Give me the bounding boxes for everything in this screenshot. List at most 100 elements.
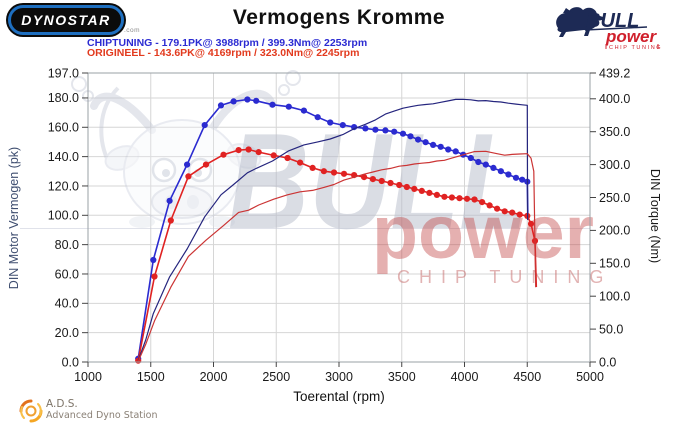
origineel-torque-marker: [396, 181, 403, 189]
bull-logo-icon: [556, 7, 605, 33]
bull-tail-curl: [99, 86, 120, 170]
bull-logo-leg: [559, 31, 566, 37]
chiptuning-torque-marker: [382, 127, 389, 134]
origineel-torque-marker: [441, 193, 448, 200]
origineel-torque-marker: [185, 173, 192, 180]
origineel-torque-marker: [471, 196, 478, 203]
origineel-torque-marker: [245, 146, 252, 153]
axis-layer: 197.0 180.0 160.0 140.0 120.0 100.0 80.0 60.0 40…: [48, 66, 631, 384]
legend-chiptuning: CHIPTUNING - 179.1PK@ 3988rpm / 399.3Nm@…: [87, 37, 368, 49]
y-tick-label-right: 200.0: [599, 224, 630, 238]
chiptuning-torque-marker: [217, 102, 225, 109]
bull-horn-left: [90, 92, 156, 134]
y-tick-label-right: 350.0: [599, 125, 630, 139]
chiptuning-power-curve: [137, 98, 529, 361]
origineel-torque-marker: [167, 217, 174, 224]
x-tick-label: 2500: [262, 370, 290, 384]
bull-eye-left: [151, 157, 177, 183]
x-tick-label: 3000: [325, 370, 353, 384]
chart-legend: CHIPTUNING - 179.1PK@ 3988rpm / 399.3Nm@…: [87, 37, 368, 59]
origineel-torque-marker: [378, 177, 385, 185]
chiptuning-torque-marker: [452, 148, 459, 155]
ads-subtitle: Advanced Dyno Station: [46, 410, 158, 421]
chiptuning-torque-marker: [490, 164, 497, 171]
y-tick-label-right: 100.0: [599, 289, 630, 303]
origineel-torque-marker: [297, 159, 304, 166]
chiptuning-torque-marker: [339, 122, 346, 129]
y-tick-label-right: 250.0: [599, 191, 630, 205]
chiptuning-torque-marker: [269, 101, 276, 108]
bullpower-logo-tagline: CHIP TUNING: [609, 45, 662, 51]
origineel-torque-marker: [494, 205, 501, 212]
y-tick-label-right: 0.0: [599, 355, 616, 369]
bull-pupil-left: [162, 169, 170, 177]
chiptuning-torque-marker: [244, 96, 251, 103]
y-tick-label-left: 40.0: [55, 297, 79, 311]
chiptuning-torque-marker: [150, 256, 157, 264]
y-tick-label-left: 160.0: [48, 121, 79, 135]
origineel-torque-marker: [151, 273, 158, 280]
y-tick-label-left: 120.0: [48, 179, 79, 193]
smoke-puff-icon: [71, 76, 87, 92]
chiptuning-torque-marker: [253, 97, 260, 104]
watermark-tagline-text: CHIP TUNING: [397, 267, 612, 287]
y-tick-label-right: 300.0: [599, 158, 630, 172]
dynostar-logo-text: DYNOSTAR: [21, 12, 111, 28]
chiptuning-torque-marker: [300, 107, 307, 114]
origineel-power-curve: [137, 150, 537, 362]
origineel-torque-marker: [220, 151, 227, 158]
ads-title: A.D.S.: [46, 398, 78, 410]
chiptuning-torque-marker: [391, 128, 398, 135]
chiptuning-torque-marker: [362, 125, 369, 132]
ads-logo-icon: [19, 399, 43, 423]
bullpower-logo-swoosh: [584, 26, 648, 31]
origineel-torque-marker: [284, 154, 291, 162]
x-tick-label: 1000: [74, 370, 102, 384]
y-tick-label-right: 150.0: [599, 257, 630, 271]
origineel-torque-marker: [516, 211, 523, 218]
origineel-torque-marker: [403, 183, 410, 191]
chiptuning-torque-marker: [505, 171, 512, 178]
grid-layer: [88, 73, 590, 362]
bullpower-logo: BULL power CHIP TUNING: [556, 7, 662, 51]
chiptuning-torque-marker: [166, 197, 173, 204]
origineel-torque-marker: [411, 185, 418, 192]
chiptuning-torque-marker: [201, 122, 208, 129]
origineel-torque-marker: [309, 164, 316, 171]
origineel-torque-marker: [255, 149, 262, 156]
origineel-torque-marker: [340, 170, 348, 177]
chiptuning-torque-marker: [512, 174, 520, 181]
origineel-torque-marker: [509, 209, 516, 216]
y-tick-label-right: 439.2: [599, 66, 630, 80]
chiptuning-torque-marker: [467, 154, 474, 162]
bullpower-logo-name: BULL: [586, 10, 639, 32]
x-tick-label: 4500: [513, 370, 541, 384]
y-tick-label-left: 140.0: [48, 150, 79, 164]
bull-ear-left: [104, 145, 140, 171]
legend-origineel: ORIGINEEL - 143.6PK@ 4169rpm / 323.0Nm@ …: [87, 47, 360, 59]
chiptuning-torque-marker: [437, 143, 444, 150]
bull-hoof-left: [129, 216, 155, 228]
smoke-puff-icon: [278, 84, 290, 96]
x-tick-label: 4000: [451, 370, 479, 384]
x-tick-label: 3500: [388, 370, 416, 384]
chiptuning-torque-marker: [415, 136, 422, 143]
y-tick-label-left: 100.0: [48, 209, 79, 223]
chiptuning-torque-marker: [285, 103, 292, 110]
chiptuning-torque-marker: [475, 158, 482, 166]
origineel-torque-marker: [456, 195, 463, 202]
dynostar-logo: DYNOSTAR: [8, 5, 124, 35]
y-tick-label-right: 50.0: [599, 322, 623, 336]
bull-head: [123, 119, 241, 225]
dynostar-logo-suffix: .com: [124, 27, 141, 34]
origineel-torque-marker: [501, 208, 508, 215]
x-tick-label: 1500: [137, 370, 165, 384]
chiptuning-torque-marker: [184, 161, 191, 168]
chiptuning-torque-marker: [422, 139, 429, 146]
chiptuning-torque-marker: [407, 133, 414, 140]
origineel-torque-marker: [486, 202, 493, 209]
y-tick-label-left: 0.0: [62, 355, 79, 369]
smoke-puff-icon: [285, 70, 301, 86]
origineel-torque-marker: [387, 179, 394, 187]
chiptuning-torque-marker: [314, 114, 321, 121]
